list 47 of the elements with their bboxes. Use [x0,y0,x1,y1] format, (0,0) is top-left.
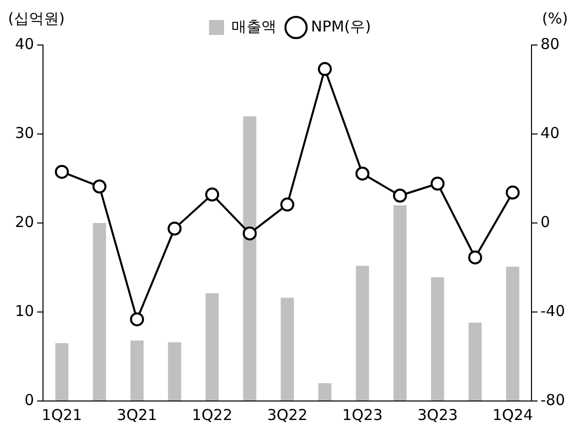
bar [431,277,444,400]
x-tick-label: 1Q23 [342,406,383,424]
y-tick-label: 30 [14,124,34,142]
y-tick-label: 20 [14,212,34,231]
bar [243,116,256,400]
point [468,250,482,264]
point [242,226,257,240]
point [92,180,106,194]
point [205,188,220,202]
bar [206,293,219,400]
bar [130,340,144,400]
point [168,222,182,236]
y2-tick-label: 40 [540,124,560,142]
y2-axis-title: (%) [542,9,568,28]
x-tick-label: 1Q22 [192,406,232,424]
x-tick-label: 1Q24 [492,406,533,424]
legend-label: NPM(우) [311,17,371,36]
y-tick-label: 0 [24,390,34,409]
bar [506,266,520,400]
x-tick-label: 1Q21 [42,406,82,424]
bar [92,223,106,400]
legend-label: 매출액 [232,17,277,36]
bar [318,383,332,400]
point [393,188,408,203]
point [355,166,370,181]
point [130,312,144,326]
point [54,164,69,179]
bar [468,322,482,400]
y-axis-title: (십억원) [8,9,65,28]
x-tick-label: 3Q22 [267,406,308,424]
bar [55,343,68,400]
point [280,198,294,212]
bar [393,205,407,400]
point [506,186,520,200]
y-tick-label: 40 [14,34,34,53]
y2-tick-label: 80 [540,34,560,53]
point [318,62,332,76]
x-tick-label: 3Q21 [116,406,158,424]
y2-tick-label: 0 [540,212,550,231]
y-tick-label: 10 [14,302,34,320]
bar [280,298,294,400]
x-tick-label: 3Q23 [417,406,458,424]
y2-tick-label: -40 [540,302,565,320]
bar [168,342,182,400]
bar [356,266,370,400]
point [430,176,445,191]
y2-tick-label: -80 [540,390,565,409]
